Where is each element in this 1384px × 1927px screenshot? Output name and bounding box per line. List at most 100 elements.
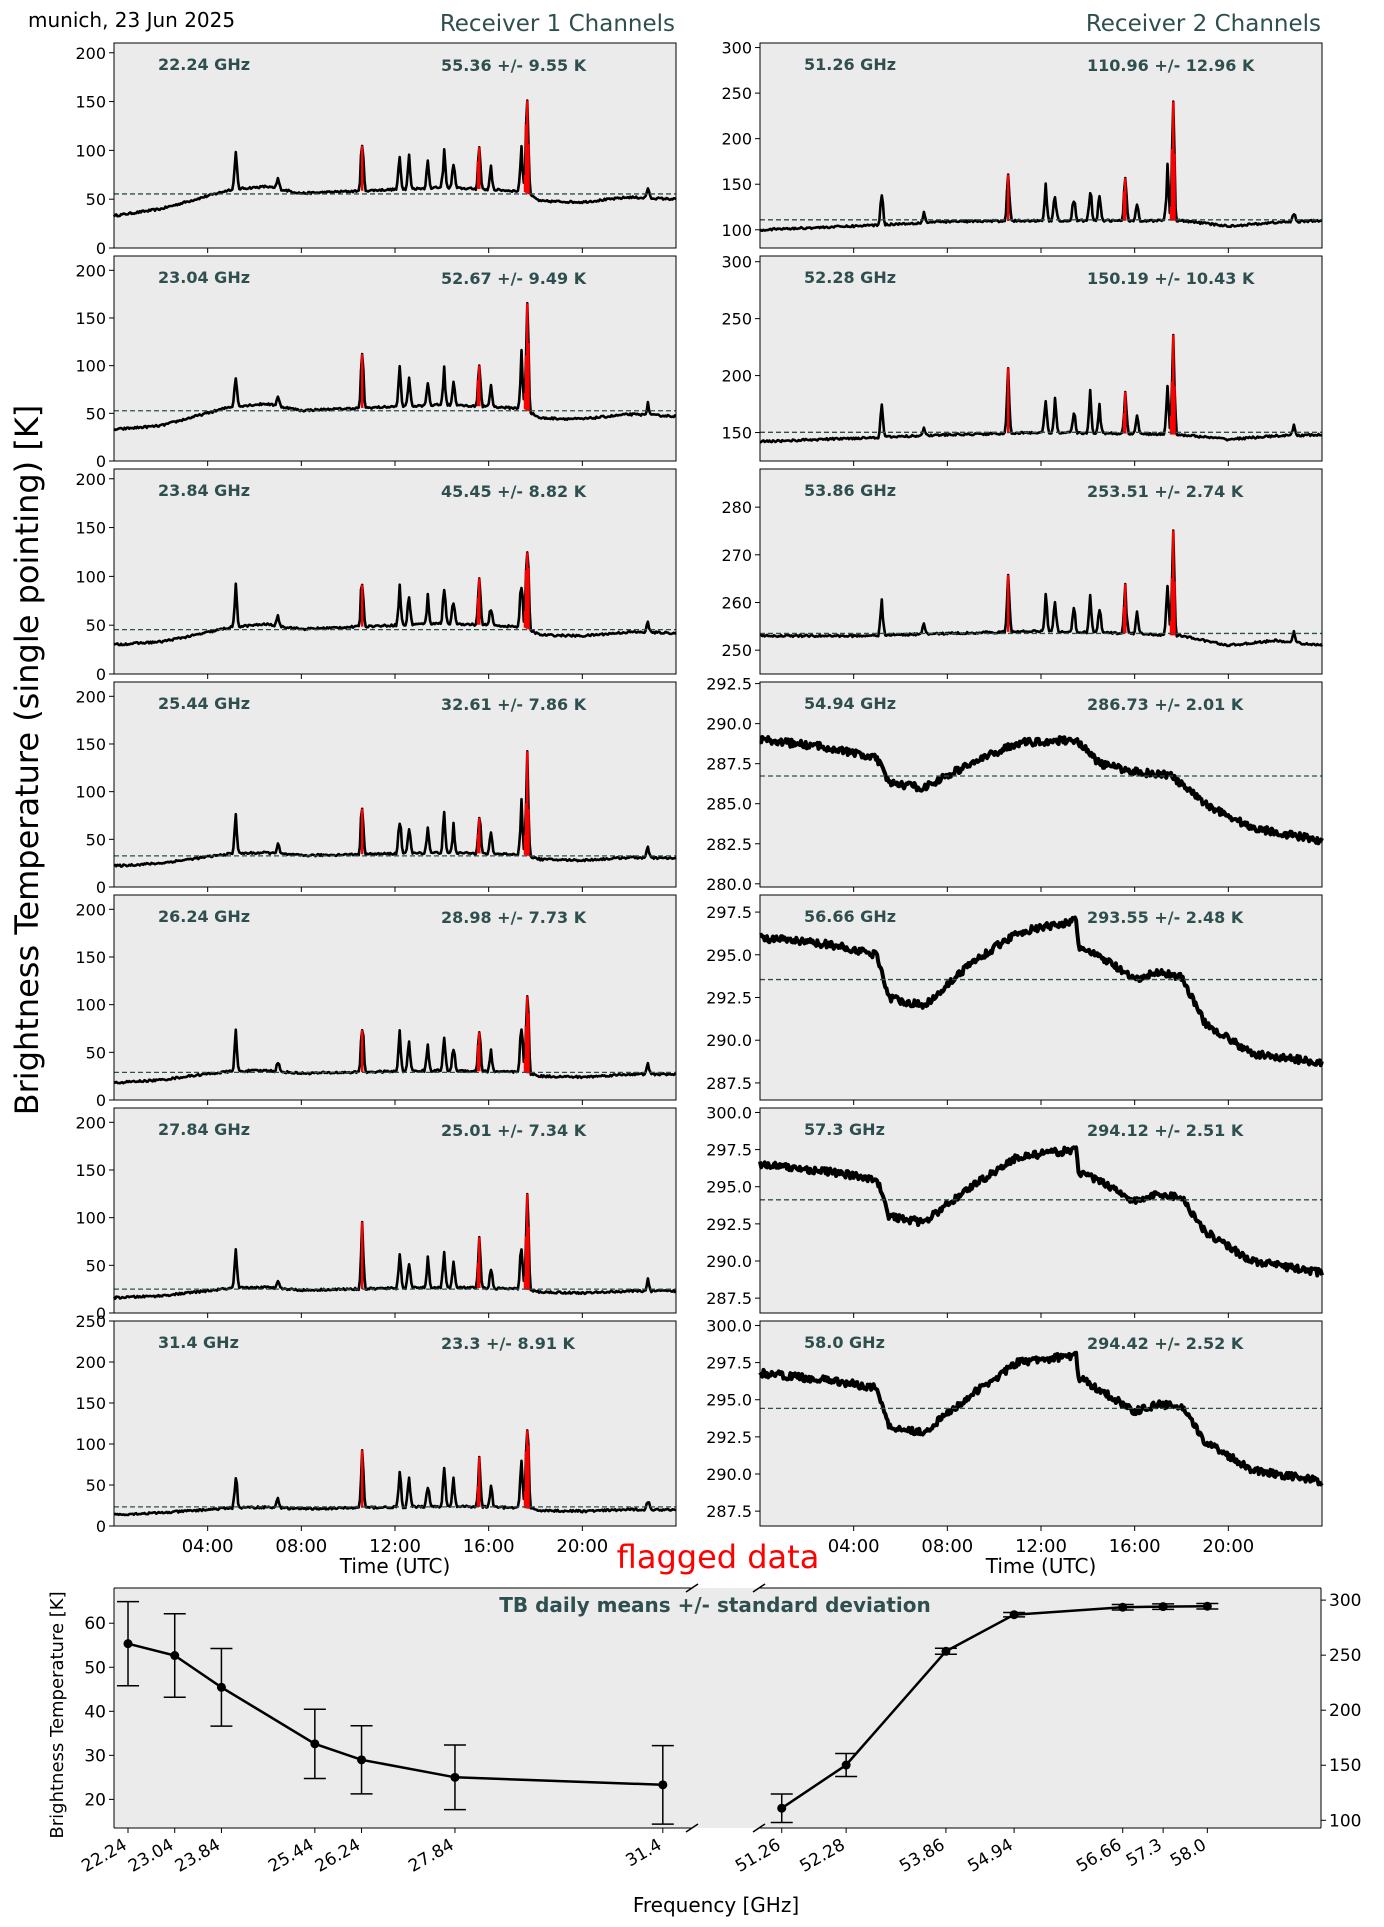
site-date-label: munich, 23 Jun 2025 xyxy=(28,8,235,32)
y-tick-label: 30 xyxy=(84,1746,106,1766)
frequency-tick-label: 31.4 xyxy=(623,1835,666,1871)
frequency-label: 57.3 GHz xyxy=(804,1120,885,1139)
panel-54-94-GHz: 280.0 282.5 285.0 287.5 290.0 292.5 54.94 GHz 2… xyxy=(706,675,1324,894)
y-tick-label: 100 xyxy=(1329,1811,1361,1831)
data-trace xyxy=(759,915,1324,1068)
y-tick-label: 150 xyxy=(721,175,752,194)
y-tick-label: 270 xyxy=(721,546,752,565)
mean-point xyxy=(1009,1610,1019,1620)
axis-break-mark xyxy=(752,1583,766,1593)
mean-std-label: 32.61 +/- 7.86 K xyxy=(441,695,587,714)
y-tick-label: 50 xyxy=(86,1256,106,1275)
flagged-segments xyxy=(360,100,530,195)
y-tick-label: 150 xyxy=(1329,1756,1361,1776)
summary-background xyxy=(114,1588,1321,1828)
mean-point xyxy=(1118,1602,1128,1612)
y-tick-label: 295.0 xyxy=(706,946,752,965)
y-tick-label: 200 xyxy=(75,1353,106,1372)
y-tick-label: 100 xyxy=(75,783,106,802)
axis-break-mark xyxy=(685,1583,699,1593)
frequency-tick-label: 54.94 xyxy=(964,1835,1016,1877)
frequency-tick-label: 57.3 xyxy=(1123,1835,1166,1871)
panel-background xyxy=(114,1108,676,1313)
time-tick-label: 04:00 xyxy=(182,1536,234,1557)
time-series-panels: 0 50 100 150 200 22.24 GHz 55.36 +/- 9.55 K 0 50… xyxy=(75,39,1324,1557)
mean-std-label: 293.55 +/- 2.48 K xyxy=(1087,908,1244,927)
data-trace xyxy=(113,995,677,1085)
mean-std-label: 294.12 +/- 2.51 K xyxy=(1087,1121,1244,1140)
mean-point xyxy=(123,1639,133,1649)
frequency-tick-label: 22.24 xyxy=(78,1835,130,1877)
y-tick-label: 200 xyxy=(75,1113,106,1132)
y-tick-label: 100 xyxy=(721,221,752,240)
y-tick-label: 0 xyxy=(96,1091,106,1110)
mean-point xyxy=(450,1772,460,1782)
panel-background xyxy=(760,43,1322,248)
y-tick-label: 290.0 xyxy=(706,715,752,734)
frequency-label: 54.94 GHz xyxy=(804,694,896,713)
flagged-segments xyxy=(1006,101,1176,221)
y-tick-label: 0 xyxy=(96,452,106,471)
y-tick-label: 260 xyxy=(721,593,752,612)
panel-background xyxy=(760,682,1322,887)
summary-y-axis-label: Brightness Temperature [K] xyxy=(47,1591,68,1838)
frequency-tick-label: 26.24 xyxy=(312,1835,364,1877)
frequency-tick-label: 58.0 xyxy=(1167,1835,1210,1871)
y-tick-label: 300.0 xyxy=(706,1103,752,1122)
y-tick-label: 297.5 xyxy=(706,903,752,922)
y-tick-label: 150 xyxy=(75,309,106,328)
y-tick-label: 100 xyxy=(75,996,106,1015)
y-tick-label: 40 xyxy=(84,1702,106,1722)
mean-std-label: 253.51 +/- 2.74 K xyxy=(1087,482,1244,501)
mean-std-label: 45.45 +/- 8.82 K xyxy=(441,482,587,501)
mean-point xyxy=(170,1651,180,1661)
panel-31-4-GHz: 0 50 100 150 200 250 31.4 GHz 23.3 +/- 8.91 K xyxy=(75,1312,677,1536)
y-tick-label: 297.5 xyxy=(706,1354,752,1373)
mean-point xyxy=(1202,1601,1212,1611)
frequency-tick-label: 25.44 xyxy=(265,1835,317,1877)
data-trace xyxy=(112,99,677,218)
x-axis-label-left: Time (UTC) xyxy=(339,1554,451,1578)
axis-break-mark xyxy=(752,1823,766,1833)
y-tick-label: 150 xyxy=(75,735,106,754)
data-trace xyxy=(759,735,1324,846)
y-tick-label: 292.5 xyxy=(706,1428,752,1447)
daily-means-chart: 20 30 40 50 60 100 150 200 250 300 22.2423.0423.84… xyxy=(78,1583,1361,1877)
summary-x-axis-label: Frequency [GHz] xyxy=(633,1893,799,1917)
flagged-segments xyxy=(1006,530,1176,636)
y-tick-label: 0 xyxy=(96,239,106,258)
y-tick-label: 50 xyxy=(86,190,106,209)
y-tick-label: 300 xyxy=(721,39,752,58)
panel-52-28-GHz: 150 200 250 300 52.28 GHz 150.19 +/- 10.43 K xyxy=(721,253,1323,466)
y-tick-label: 250 xyxy=(1329,1646,1361,1666)
y-tick-label: 150 xyxy=(75,1161,106,1180)
y-tick-label: 200 xyxy=(721,130,752,149)
mean-point xyxy=(841,1760,851,1770)
y-tick-label: 287.5 xyxy=(706,1289,752,1308)
panel-56-66-GHz: 287.5 290.0 292.5 295.0 297.5 56.66 GHz 293.55… xyxy=(706,894,1324,1105)
y-tick-label: 150 xyxy=(75,948,106,967)
panel-background xyxy=(760,1321,1322,1526)
y-tick-label: 297.5 xyxy=(706,1141,752,1160)
y-tick-label: 150 xyxy=(721,424,752,443)
mean-std-label: 110.96 +/- 12.96 K xyxy=(1087,56,1255,75)
y-tick-label: 0 xyxy=(96,665,106,684)
y-tick-label: 292.5 xyxy=(706,675,752,694)
frequency-label: 23.04 GHz xyxy=(158,268,250,287)
panel-background xyxy=(114,1321,676,1526)
mean-std-label: 23.3 +/- 8.91 K xyxy=(441,1334,576,1353)
frequency-tick-label: 27.84 xyxy=(405,1835,457,1877)
y-tick-label: 250 xyxy=(721,84,752,103)
y-tick-label: 287.5 xyxy=(706,1502,752,1521)
panel-background xyxy=(760,469,1322,674)
y-tick-label: 250 xyxy=(721,641,752,660)
mean-point xyxy=(1158,1602,1168,1612)
frequency-label: 56.66 GHz xyxy=(804,907,896,926)
y-tick-label: 50 xyxy=(86,1043,106,1062)
panel-background xyxy=(114,43,676,248)
y-tick-label: 150 xyxy=(75,519,106,538)
y-tick-label: 300 xyxy=(721,253,752,272)
flagged-segments xyxy=(360,1194,530,1290)
frequency-label: 27.84 GHz xyxy=(158,1120,250,1139)
